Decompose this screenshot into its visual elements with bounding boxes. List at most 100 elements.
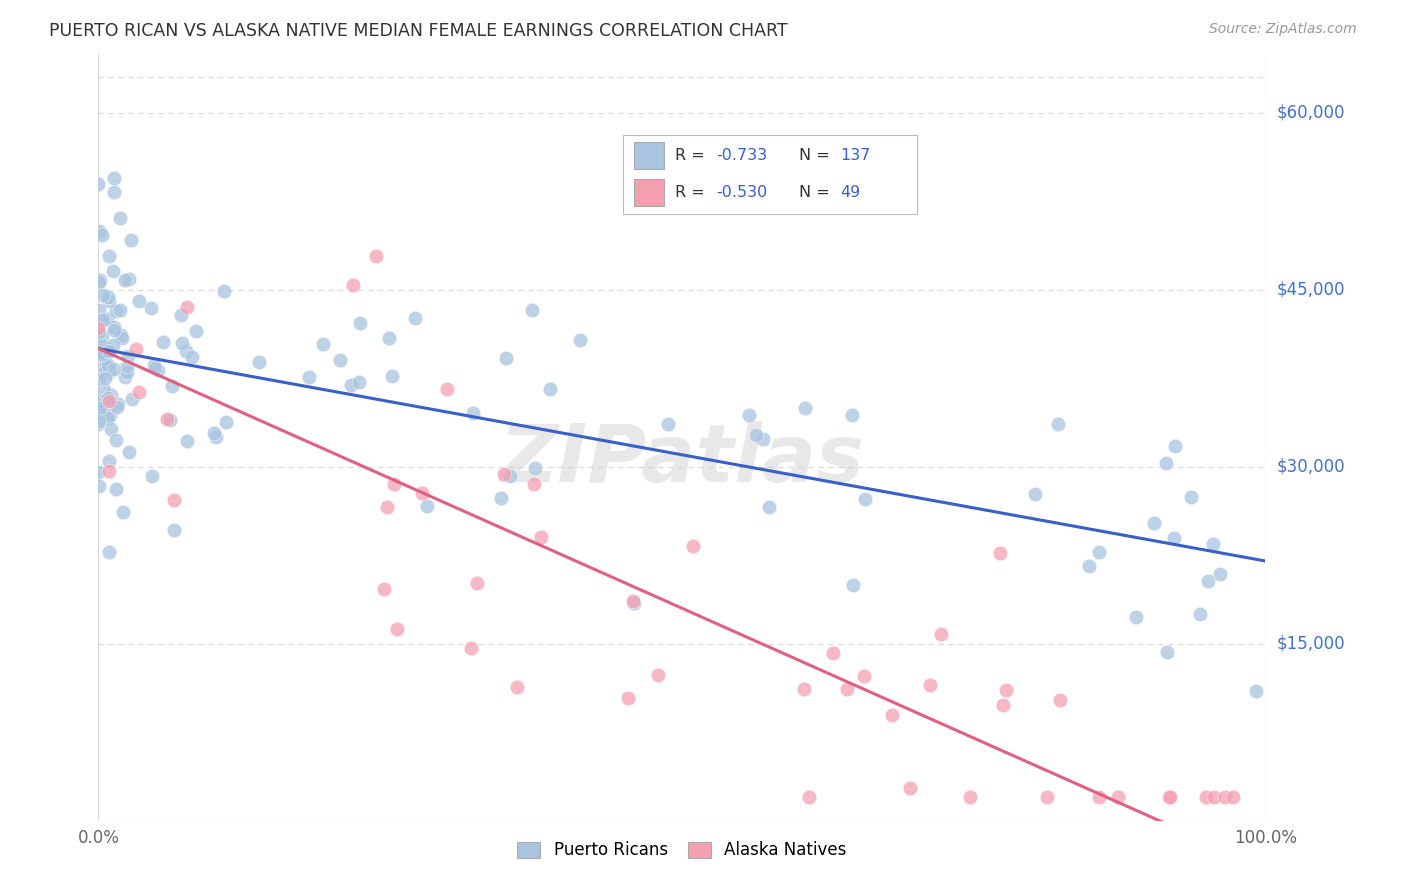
Point bbox=[1125, 609, 1147, 624]
Point bbox=[524, 461, 547, 475]
Point bbox=[1077, 558, 1099, 573]
Point bbox=[91, 395, 114, 409]
Point bbox=[103, 323, 125, 337]
Point bbox=[647, 668, 669, 682]
Point bbox=[87, 417, 110, 432]
Point bbox=[128, 385, 150, 400]
Point bbox=[87, 347, 110, 361]
Point bbox=[495, 351, 517, 366]
Point bbox=[918, 677, 941, 691]
Point bbox=[115, 365, 138, 379]
Point bbox=[89, 407, 111, 421]
Point bbox=[373, 582, 395, 597]
Point bbox=[96, 311, 118, 326]
Point bbox=[90, 228, 112, 243]
Point bbox=[1143, 516, 1166, 531]
Point bbox=[156, 412, 179, 426]
Point bbox=[114, 369, 136, 384]
Point bbox=[89, 479, 111, 493]
Point bbox=[162, 378, 184, 392]
Point bbox=[97, 391, 120, 405]
Point bbox=[176, 434, 198, 448]
Text: N =: N = bbox=[799, 185, 835, 200]
Point bbox=[1188, 607, 1211, 621]
Point bbox=[1156, 456, 1178, 470]
Point bbox=[91, 366, 114, 380]
Point bbox=[111, 505, 134, 519]
Point bbox=[993, 698, 1015, 712]
Point bbox=[139, 301, 162, 315]
Point bbox=[94, 371, 117, 385]
Text: 49: 49 bbox=[841, 185, 860, 200]
Point bbox=[163, 493, 186, 508]
Point bbox=[381, 368, 404, 383]
Point bbox=[87, 178, 110, 192]
Point bbox=[621, 593, 644, 607]
Point bbox=[959, 790, 981, 805]
Point bbox=[91, 312, 114, 326]
Point bbox=[120, 233, 142, 247]
Point bbox=[522, 477, 544, 491]
Point bbox=[1195, 790, 1218, 805]
Point bbox=[98, 249, 121, 263]
Point bbox=[752, 432, 775, 446]
Point bbox=[460, 641, 482, 656]
Point bbox=[342, 277, 364, 292]
Point bbox=[103, 320, 125, 334]
Point bbox=[616, 690, 638, 705]
Point bbox=[298, 370, 321, 384]
Text: ZIPatlas: ZIPatlas bbox=[499, 421, 865, 500]
Point bbox=[1244, 684, 1267, 698]
Point bbox=[90, 348, 112, 362]
Point bbox=[174, 343, 197, 358]
Point bbox=[94, 359, 117, 374]
Point bbox=[97, 293, 120, 308]
Point bbox=[115, 359, 138, 373]
Point bbox=[89, 393, 111, 408]
Point bbox=[103, 362, 125, 376]
Point bbox=[117, 349, 139, 363]
Text: 137: 137 bbox=[841, 148, 870, 163]
Point bbox=[1047, 417, 1070, 431]
Point bbox=[1087, 790, 1109, 805]
Text: -0.530: -0.530 bbox=[717, 185, 768, 200]
FancyBboxPatch shape bbox=[634, 178, 664, 205]
Point bbox=[97, 358, 120, 372]
Point bbox=[98, 465, 121, 479]
Point bbox=[758, 500, 780, 515]
Point bbox=[105, 400, 128, 414]
Point bbox=[436, 383, 458, 397]
Point bbox=[97, 394, 120, 409]
Point bbox=[87, 465, 110, 479]
Point bbox=[104, 483, 127, 497]
Point bbox=[97, 411, 120, 425]
Point bbox=[1202, 790, 1225, 805]
Point bbox=[823, 646, 845, 660]
Point bbox=[522, 303, 544, 318]
Point bbox=[1208, 567, 1230, 582]
Point bbox=[202, 426, 225, 441]
Point bbox=[505, 680, 527, 694]
Text: $30,000: $30,000 bbox=[1277, 458, 1346, 475]
Point bbox=[929, 627, 952, 641]
Point bbox=[143, 358, 166, 372]
Text: $60,000: $60,000 bbox=[1277, 103, 1346, 121]
Point bbox=[1180, 491, 1202, 505]
Point bbox=[184, 324, 207, 338]
Point bbox=[1024, 487, 1046, 501]
Point bbox=[1159, 790, 1181, 805]
Point bbox=[101, 338, 124, 352]
Point bbox=[841, 408, 863, 422]
Point bbox=[1049, 693, 1071, 707]
Point bbox=[623, 596, 645, 610]
Text: -0.733: -0.733 bbox=[717, 148, 768, 163]
Point bbox=[162, 523, 184, 537]
Point bbox=[98, 408, 121, 422]
Point bbox=[117, 444, 139, 458]
Point bbox=[87, 372, 110, 386]
Text: PUERTO RICAN VS ALASKA NATIVE MEDIAN FEMALE EARNINGS CORRELATION CHART: PUERTO RICAN VS ALASKA NATIVE MEDIAN FEM… bbox=[49, 22, 787, 40]
Point bbox=[387, 622, 409, 636]
Point bbox=[89, 273, 111, 287]
Point bbox=[94, 359, 117, 373]
Point bbox=[124, 343, 146, 357]
